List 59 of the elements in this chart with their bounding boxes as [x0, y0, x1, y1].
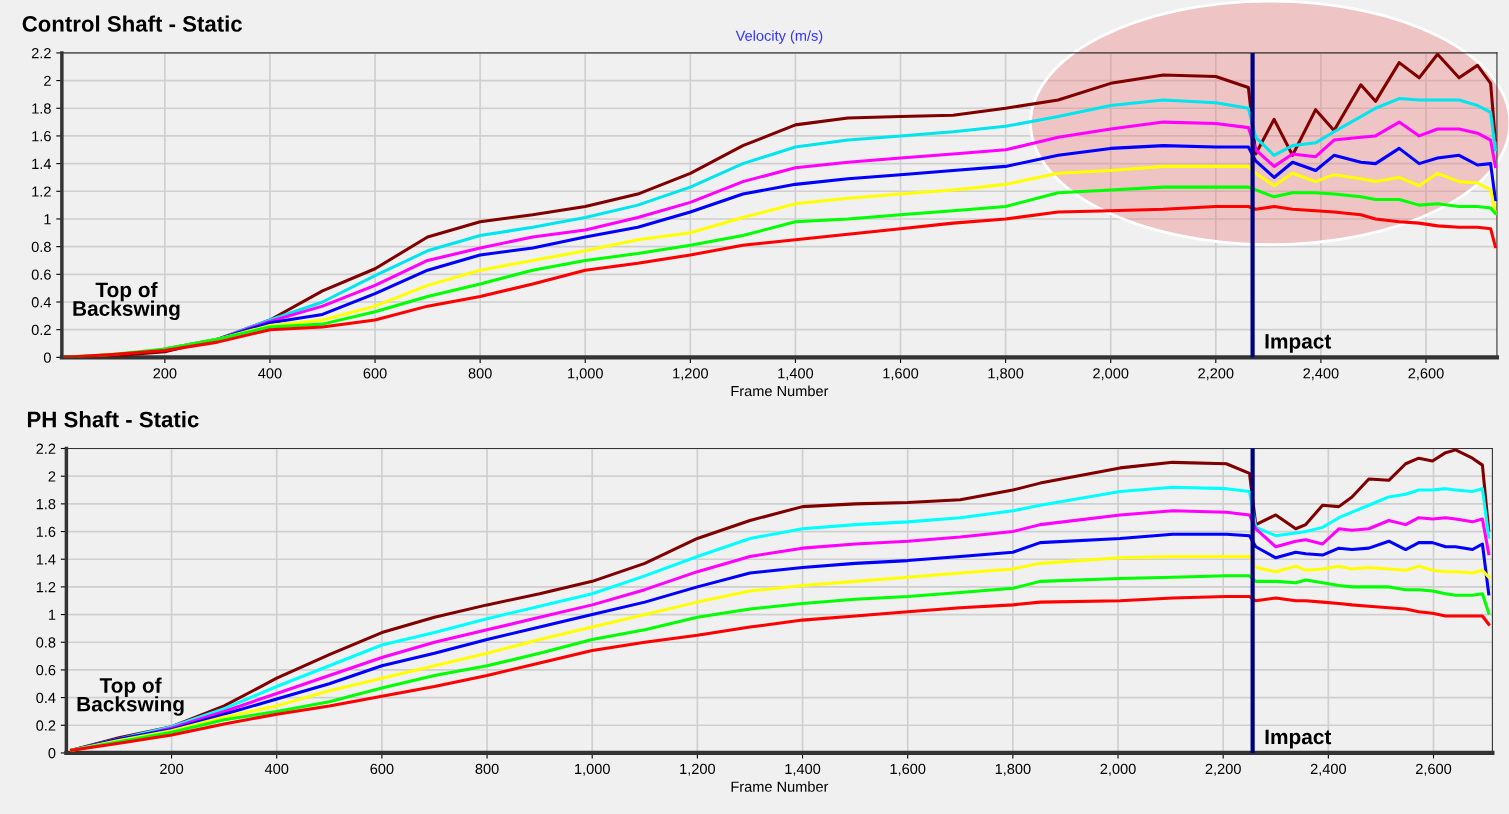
y-tick-label: 1.4 — [32, 158, 52, 169]
y-tick-label: 0.4 — [36, 692, 56, 704]
y-tick-label: 2 — [48, 471, 56, 482]
x-tick-label: 600 — [363, 368, 387, 379]
x-tick-label: 2,000 — [1100, 763, 1136, 776]
x-axis-title: Frame Number — [731, 781, 829, 792]
chart-title: PH Shaft - Static — [27, 411, 199, 428]
y-tick-label: 0 — [48, 748, 56, 759]
x-tick-label: 2,200 — [1205, 763, 1241, 776]
x-tick-label: 1,800 — [995, 763, 1031, 776]
annotation: Top of Backswing — [77, 677, 184, 716]
x-tick-label: 800 — [468, 368, 492, 379]
y-tick-label: 1.8 — [36, 498, 56, 510]
y-tick-label: 1.2 — [36, 581, 56, 593]
y-tick-label: 1.6 — [32, 131, 51, 142]
y-tick-label: 2.2 — [36, 443, 56, 454]
x-tick-label: 200 — [160, 763, 184, 775]
x-axis-title: Frame Number — [731, 385, 829, 397]
ref-line-label: Impact — [1265, 729, 1332, 749]
y-tick-label: 1.2 — [32, 186, 51, 197]
y-tick-label: 0.4 — [31, 297, 52, 308]
y-tick-label: 2 — [44, 75, 51, 86]
x-tick-label: 2,000 — [1093, 368, 1129, 381]
y-tick-label: 0.8 — [36, 637, 56, 648]
y-tick-label: 0.2 — [31, 324, 51, 336]
x-tick-label: 1,200 — [680, 763, 716, 776]
x-tick-label: 2,600 — [1416, 763, 1452, 776]
y-tick-label: 0.6 — [31, 269, 51, 280]
y-tick-label: 1.4 — [36, 554, 56, 565]
x-tick-label: 2,400 — [1303, 368, 1339, 381]
annotation: Top of Backswing — [73, 281, 180, 321]
y-tick-label: 0 — [43, 352, 51, 363]
y-tick-label: 0.8 — [31, 241, 51, 253]
y-tick-label: 1.8 — [32, 103, 51, 114]
ref-line-label: Impact — [1265, 334, 1332, 353]
x-tick-label: 800 — [475, 763, 499, 775]
x-tick-label: 400 — [258, 368, 282, 379]
x-tick-label: 600 — [370, 763, 394, 775]
x-tick-label: 1,400 — [785, 763, 821, 776]
y-tick-label: 1 — [48, 609, 56, 620]
y-tick-label: 2.2 — [31, 48, 51, 59]
y-tick-label: 0.6 — [36, 665, 56, 676]
x-tick-label: 1,600 — [883, 368, 919, 381]
chart-subtitle: Velocity (m/s) — [735, 30, 823, 44]
x-tick-label: 2,600 — [1408, 368, 1444, 381]
x-tick-label: 1,800 — [988, 368, 1024, 381]
x-tick-label: 1,600 — [890, 763, 926, 776]
x-tick-label: 1,200 — [673, 368, 709, 381]
x-tick-label: 2,200 — [1198, 368, 1234, 381]
x-tick-label: 1,400 — [778, 368, 814, 381]
chart-title: Control Shaft - Static — [22, 15, 243, 32]
y-tick-label: 1 — [44, 214, 51, 225]
x-tick-label: 400 — [264, 763, 289, 775]
x-tick-label: 2,400 — [1310, 763, 1347, 776]
y-tick-label: 0.2 — [36, 720, 56, 731]
y-tick-label: 1.6 — [36, 526, 56, 537]
x-tick-label: 200 — [153, 368, 177, 379]
x-tick-label: 1,000 — [568, 368, 603, 381]
x-tick-label: 1,000 — [575, 763, 610, 776]
